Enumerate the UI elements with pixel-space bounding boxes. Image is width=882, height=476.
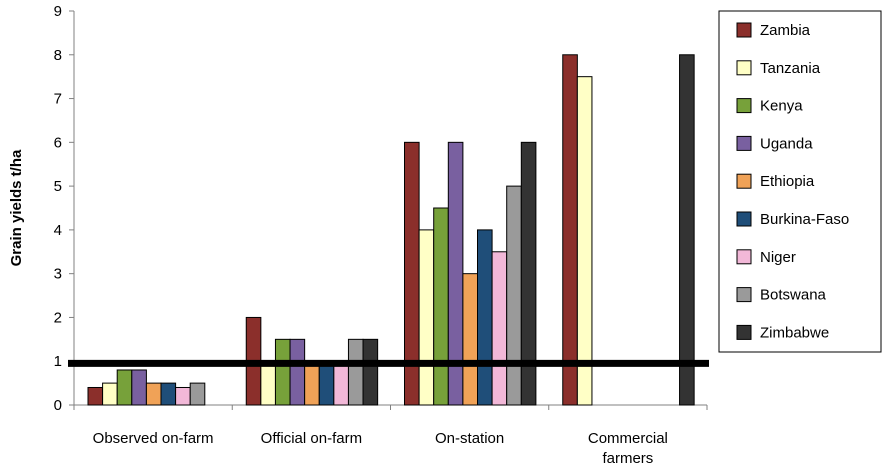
bar-uganda <box>131 369 147 406</box>
legend-label: Botswana <box>760 287 827 304</box>
legend-swatch <box>736 324 752 340</box>
bar-niger <box>175 386 191 406</box>
y-tick-label: 0 <box>54 397 62 414</box>
bar-tanzania <box>418 229 435 406</box>
legend-label: Kenya <box>760 98 803 115</box>
legend-swatch <box>736 287 752 303</box>
bar-burkina-faso <box>318 360 335 406</box>
legend-label: Burkina-Faso <box>760 211 849 228</box>
x-category-label: farmers <box>602 450 653 467</box>
legend-swatch <box>736 173 752 189</box>
x-category-label: On-station <box>435 430 504 447</box>
bar-botswana <box>189 382 206 406</box>
legend-swatch <box>736 211 752 227</box>
y-tick-label: 3 <box>54 266 62 283</box>
y-tick-label: 1 <box>54 353 62 370</box>
legend-label: Ethiopia <box>760 173 815 190</box>
legend-swatch <box>736 60 752 76</box>
y-tick-label: 5 <box>54 178 62 195</box>
legend-label: Uganda <box>760 135 813 152</box>
bar-tanzania <box>576 76 593 406</box>
y-axis-title: Grain yields t/ha <box>8 149 25 266</box>
bar-uganda <box>289 338 306 406</box>
bar-kenya <box>274 338 291 406</box>
bar-kenya <box>116 369 133 406</box>
bar-zimbabwe <box>520 141 537 406</box>
x-category-label: Observed on-farm <box>93 430 214 447</box>
legend-label: Zimbabwe <box>760 324 829 341</box>
legend-label: Zambia <box>760 22 811 39</box>
y-tick-label: 2 <box>54 309 62 326</box>
bar-botswana <box>347 338 364 406</box>
bar-zambia <box>562 54 578 406</box>
bar-tanzania <box>102 382 118 406</box>
bar-burkina-faso <box>160 382 177 406</box>
y-tick-label: 6 <box>54 134 62 151</box>
bar-ethiopia <box>304 360 320 406</box>
bar-tanzania <box>260 360 276 406</box>
x-category-label: Commercial <box>588 430 668 447</box>
bar-zimbabwe <box>362 338 379 406</box>
bar-burkina-faso <box>477 229 493 406</box>
y-tick-label: 4 <box>54 222 62 239</box>
bar-niger <box>491 251 508 406</box>
bar-kenya <box>433 207 449 406</box>
legend-label: Niger <box>760 249 796 266</box>
bar-zimbabwe <box>679 54 695 406</box>
bar-zambia <box>87 386 104 406</box>
legend-swatch <box>736 98 752 114</box>
x-category-label: Official on-farm <box>261 430 362 447</box>
bar-ethiopia <box>462 273 478 406</box>
bar-niger <box>333 360 349 406</box>
y-tick-label: 9 <box>54 3 62 20</box>
legend-swatch <box>736 249 752 265</box>
y-tick-label: 7 <box>54 91 62 108</box>
y-tick-label: 8 <box>54 47 62 64</box>
bar-botswana <box>506 185 522 406</box>
bar-ethiopia <box>145 382 162 406</box>
legend-swatch <box>736 22 752 38</box>
legend-swatch <box>736 135 752 151</box>
legend-label: Tanzania <box>760 60 821 77</box>
